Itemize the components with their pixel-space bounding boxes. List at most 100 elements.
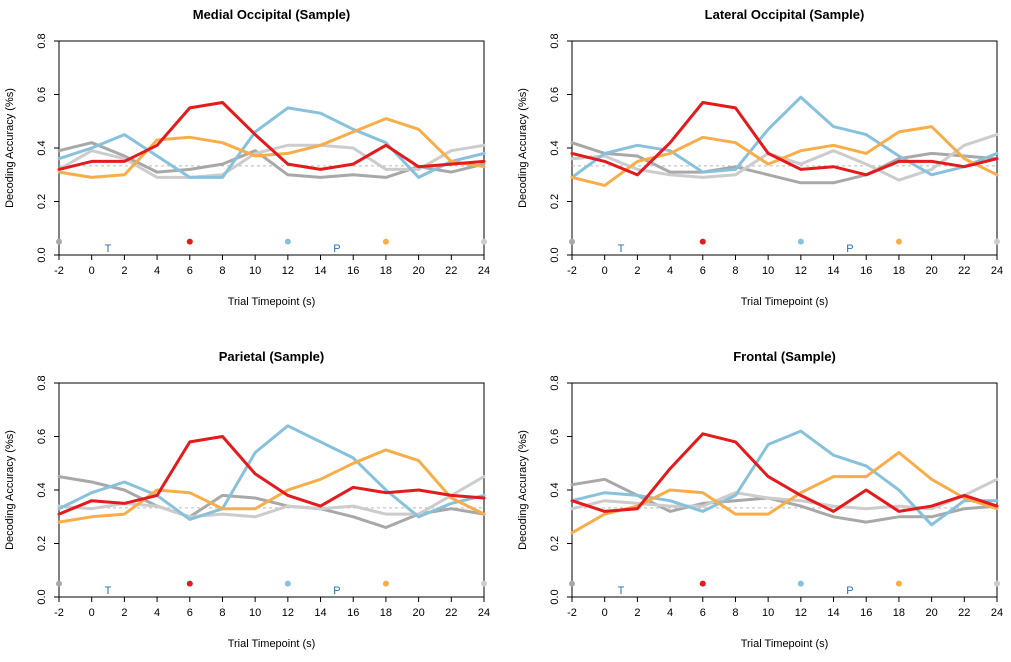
x-tick-label: 22 (445, 265, 457, 277)
timepoint-dot-red (186, 238, 193, 245)
series-line-gray_dark (57, 475, 486, 529)
plot-frame (571, 382, 998, 598)
x-tick-label: 4 (154, 265, 160, 277)
timepoint-dot-blue (797, 580, 804, 587)
x-tick-label: -2 (567, 265, 577, 277)
x-tick-label: 8 (219, 265, 225, 277)
timepoint-dot-red (699, 580, 706, 587)
y-tick-label: 0.4 (549, 140, 561, 155)
x-tick-label: 0 (89, 265, 95, 277)
x-tick-label: 6 (700, 265, 706, 277)
x-tick-label: -2 (54, 607, 64, 619)
x-tick-label: 14 (314, 607, 326, 619)
chart-title: Medial Occipital (Sample) (193, 7, 351, 22)
event-marker-p: P (846, 585, 853, 597)
x-tick-label: 14 (314, 265, 326, 277)
x-tick-label: 6 (700, 607, 706, 619)
y-tick-label: 0.8 (549, 33, 561, 48)
timepoint-dot-orange (382, 238, 389, 245)
series-line-red (570, 432, 999, 513)
timepoint-dot-gray_dark (569, 580, 575, 587)
x-tick-label: 16 (347, 265, 359, 277)
x-tick-label: 10 (762, 265, 774, 277)
x-tick-label: 24 (478, 607, 490, 619)
series-line-orange (570, 125, 999, 187)
chart-panel-4: Frontal (Sample)-2 0 2 4 6 8 10 12 14 16 18 20 22 240… (517, 349, 1003, 650)
series-line-blue (57, 424, 486, 521)
timepoint-dot-gray_light (994, 238, 1000, 245)
x-tick-label: 12 (282, 265, 294, 277)
y-tick-label: 0.6 (549, 87, 561, 102)
x-tick-label: 2 (121, 607, 127, 619)
chart-panel-2: Lateral Occipital (Sample)-2 0 2 4 6 8 10 12 14 1… (517, 7, 1003, 308)
series-line-red (570, 101, 999, 177)
timepoint-dot-gray_dark (56, 580, 62, 587)
timepoint-dot-gray_light (481, 238, 487, 245)
x-tick-label: 18 (893, 607, 905, 619)
y-tick-label: 0.0 (36, 247, 48, 262)
x-tick-label: 4 (667, 607, 673, 619)
x-tick-label: 12 (795, 607, 807, 619)
x-tick-label: 0 (89, 607, 95, 619)
timepoint-dot-gray_light (994, 580, 1000, 587)
event-marker-t: T (618, 243, 625, 255)
x-tick-label: 22 (958, 607, 970, 619)
x-tick-label: 2 (121, 265, 127, 277)
chart-title: Lateral Occipital (Sample) (705, 7, 865, 22)
series-line-red (57, 435, 486, 516)
x-tick-label: 18 (380, 607, 392, 619)
x-axis-label: Trial Timepoint (s) (228, 296, 316, 308)
x-tick-label: -2 (54, 265, 64, 277)
timepoint-dot-blue (797, 238, 804, 245)
x-tick-label: 16 (860, 607, 872, 619)
timepoint-dot-orange (895, 580, 902, 587)
x-tick-label: 6 (187, 607, 193, 619)
y-tick-label: 0.6 (36, 87, 48, 102)
y-tick-label: 0.4 (36, 482, 48, 497)
x-axis-label: Trial Timepoint (s) (228, 638, 316, 650)
timepoint-dot-gray_light (481, 580, 487, 587)
event-marker-t: T (105, 243, 112, 255)
plot-frame (571, 40, 998, 256)
x-tick-label: 0 (602, 607, 608, 619)
y-tick-label: 0.6 (549, 429, 561, 444)
x-tick-label: 10 (249, 607, 261, 619)
x-tick-label: 2 (634, 607, 640, 619)
event-marker-p: P (333, 243, 340, 255)
x-tick-label: 22 (958, 265, 970, 277)
y-axis-label: Decoding Accuracy (%s) (4, 88, 16, 208)
timepoint-dot-red (699, 238, 706, 245)
x-tick-label: 16 (860, 265, 872, 277)
timepoint-dot-blue (284, 238, 291, 245)
chart-title: Frontal (Sample) (733, 349, 836, 364)
timepoint-dot-orange (382, 580, 389, 587)
x-tick-label: -2 (567, 607, 577, 619)
timepoint-dot-gray_dark (569, 238, 575, 245)
x-tick-label: 14 (827, 607, 839, 619)
x-tick-label: 8 (732, 265, 738, 277)
event-marker-p: P (846, 243, 853, 255)
x-tick-label: 0 (602, 265, 608, 277)
y-tick-label: 0.4 (36, 140, 48, 155)
chart-panel-1: Medial Occipital (Sample) -2 0 2 4 6 8 10 12 14 16… (4, 7, 490, 308)
y-axis-label: Decoding Accuracy (%s) (517, 88, 529, 208)
x-tick-label: 16 (347, 607, 359, 619)
x-tick-label: 6 (187, 265, 193, 277)
x-tick-label: 22 (445, 607, 457, 619)
y-tick-label: 0.2 (549, 536, 561, 551)
y-tick-label: 0.2 (549, 194, 561, 209)
timepoint-dot-red (186, 580, 193, 587)
y-tick-label: 0.8 (36, 33, 48, 48)
y-tick-label: 0.8 (36, 375, 48, 390)
y-tick-label: 0.2 (36, 536, 48, 551)
y-tick-label: 0.6 (36, 429, 48, 444)
x-tick-label: 10 (762, 607, 774, 619)
x-axis-label: Trial Timepoint (s) (741, 296, 829, 308)
event-marker-t: T (105, 585, 112, 597)
event-marker-p: P (333, 585, 340, 597)
series-line-blue (570, 429, 999, 527)
x-tick-label: 14 (827, 265, 839, 277)
x-tick-label: 20 (412, 265, 424, 277)
x-tick-label: 10 (249, 265, 261, 277)
x-tick-label: 4 (667, 265, 673, 277)
